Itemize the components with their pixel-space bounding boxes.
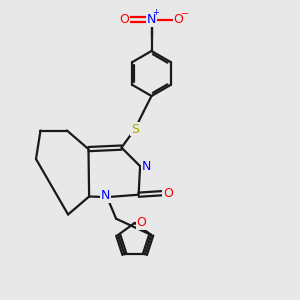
Text: N: N [101,189,110,202]
Text: O: O [120,13,129,26]
Text: O: O [174,13,183,26]
Text: +: + [152,8,158,17]
Text: N: N [142,160,152,173]
Text: O: O [136,216,146,230]
Text: O: O [163,187,173,200]
Text: −: − [181,9,189,19]
Text: N: N [147,13,156,26]
Text: S: S [131,122,139,136]
